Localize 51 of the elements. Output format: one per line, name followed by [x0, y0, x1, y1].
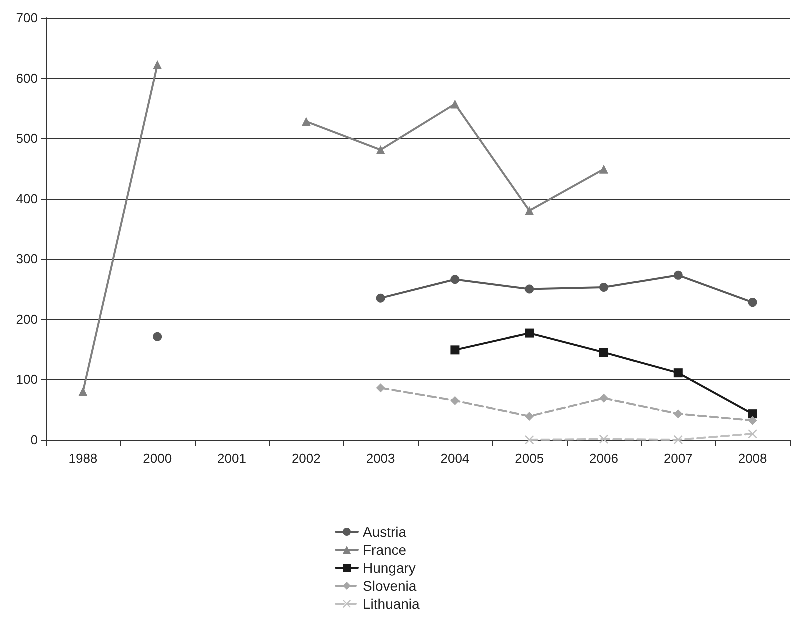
x-tick-label: 1988 [68, 451, 98, 466]
y-tick-label: 400 [16, 191, 38, 206]
legend-label: Hungary [363, 560, 416, 576]
point [450, 346, 460, 355]
point [450, 100, 460, 109]
legend-label: Lithuania [363, 596, 420, 612]
point [376, 294, 386, 303]
y-tick-label: 200 [16, 312, 38, 327]
x-tick-label: 2001 [218, 451, 246, 466]
point [600, 282, 608, 292]
point [748, 416, 758, 426]
point [674, 436, 683, 444]
x-tick-label: 2003 [366, 451, 396, 466]
point [600, 434, 608, 444]
x-tick-label: 2004 [440, 451, 470, 466]
point [525, 284, 534, 294]
y-tick-label: 600 [16, 70, 38, 86]
point [525, 206, 534, 216]
point [153, 60, 162, 70]
x-tick-label: 2000 [143, 451, 172, 466]
legend-label: Austria [363, 524, 407, 540]
y-tick-label: 700 [16, 10, 38, 26]
y-tick-label: 300 [16, 252, 38, 267]
x-tick-label: 2002 [292, 451, 321, 466]
point [748, 298, 758, 308]
point [376, 146, 386, 155]
point [674, 270, 683, 280]
point [525, 328, 534, 338]
point [450, 396, 460, 406]
x-tick-label: 2007 [664, 451, 693, 466]
point [674, 368, 683, 378]
x-tick-label: 2006 [590, 451, 618, 466]
legend-label: France [363, 542, 407, 558]
y-tick-label: 500 [16, 131, 38, 146]
y-tick-label: 0 [30, 432, 38, 448]
point [153, 332, 162, 342]
point [600, 164, 608, 174]
point [450, 275, 460, 284]
point [78, 387, 88, 396]
point [376, 384, 386, 393]
point [748, 429, 758, 438]
y-tick-label: 100 [16, 372, 38, 388]
point [302, 117, 311, 126]
x-tick-label: 2008 [738, 451, 768, 466]
x-tick-label: 2005 [515, 451, 544, 466]
point [525, 412, 534, 421]
legend-label: Slovenia [363, 578, 417, 594]
point [748, 410, 758, 419]
point [600, 394, 608, 403]
point [600, 348, 608, 358]
point [674, 410, 683, 419]
